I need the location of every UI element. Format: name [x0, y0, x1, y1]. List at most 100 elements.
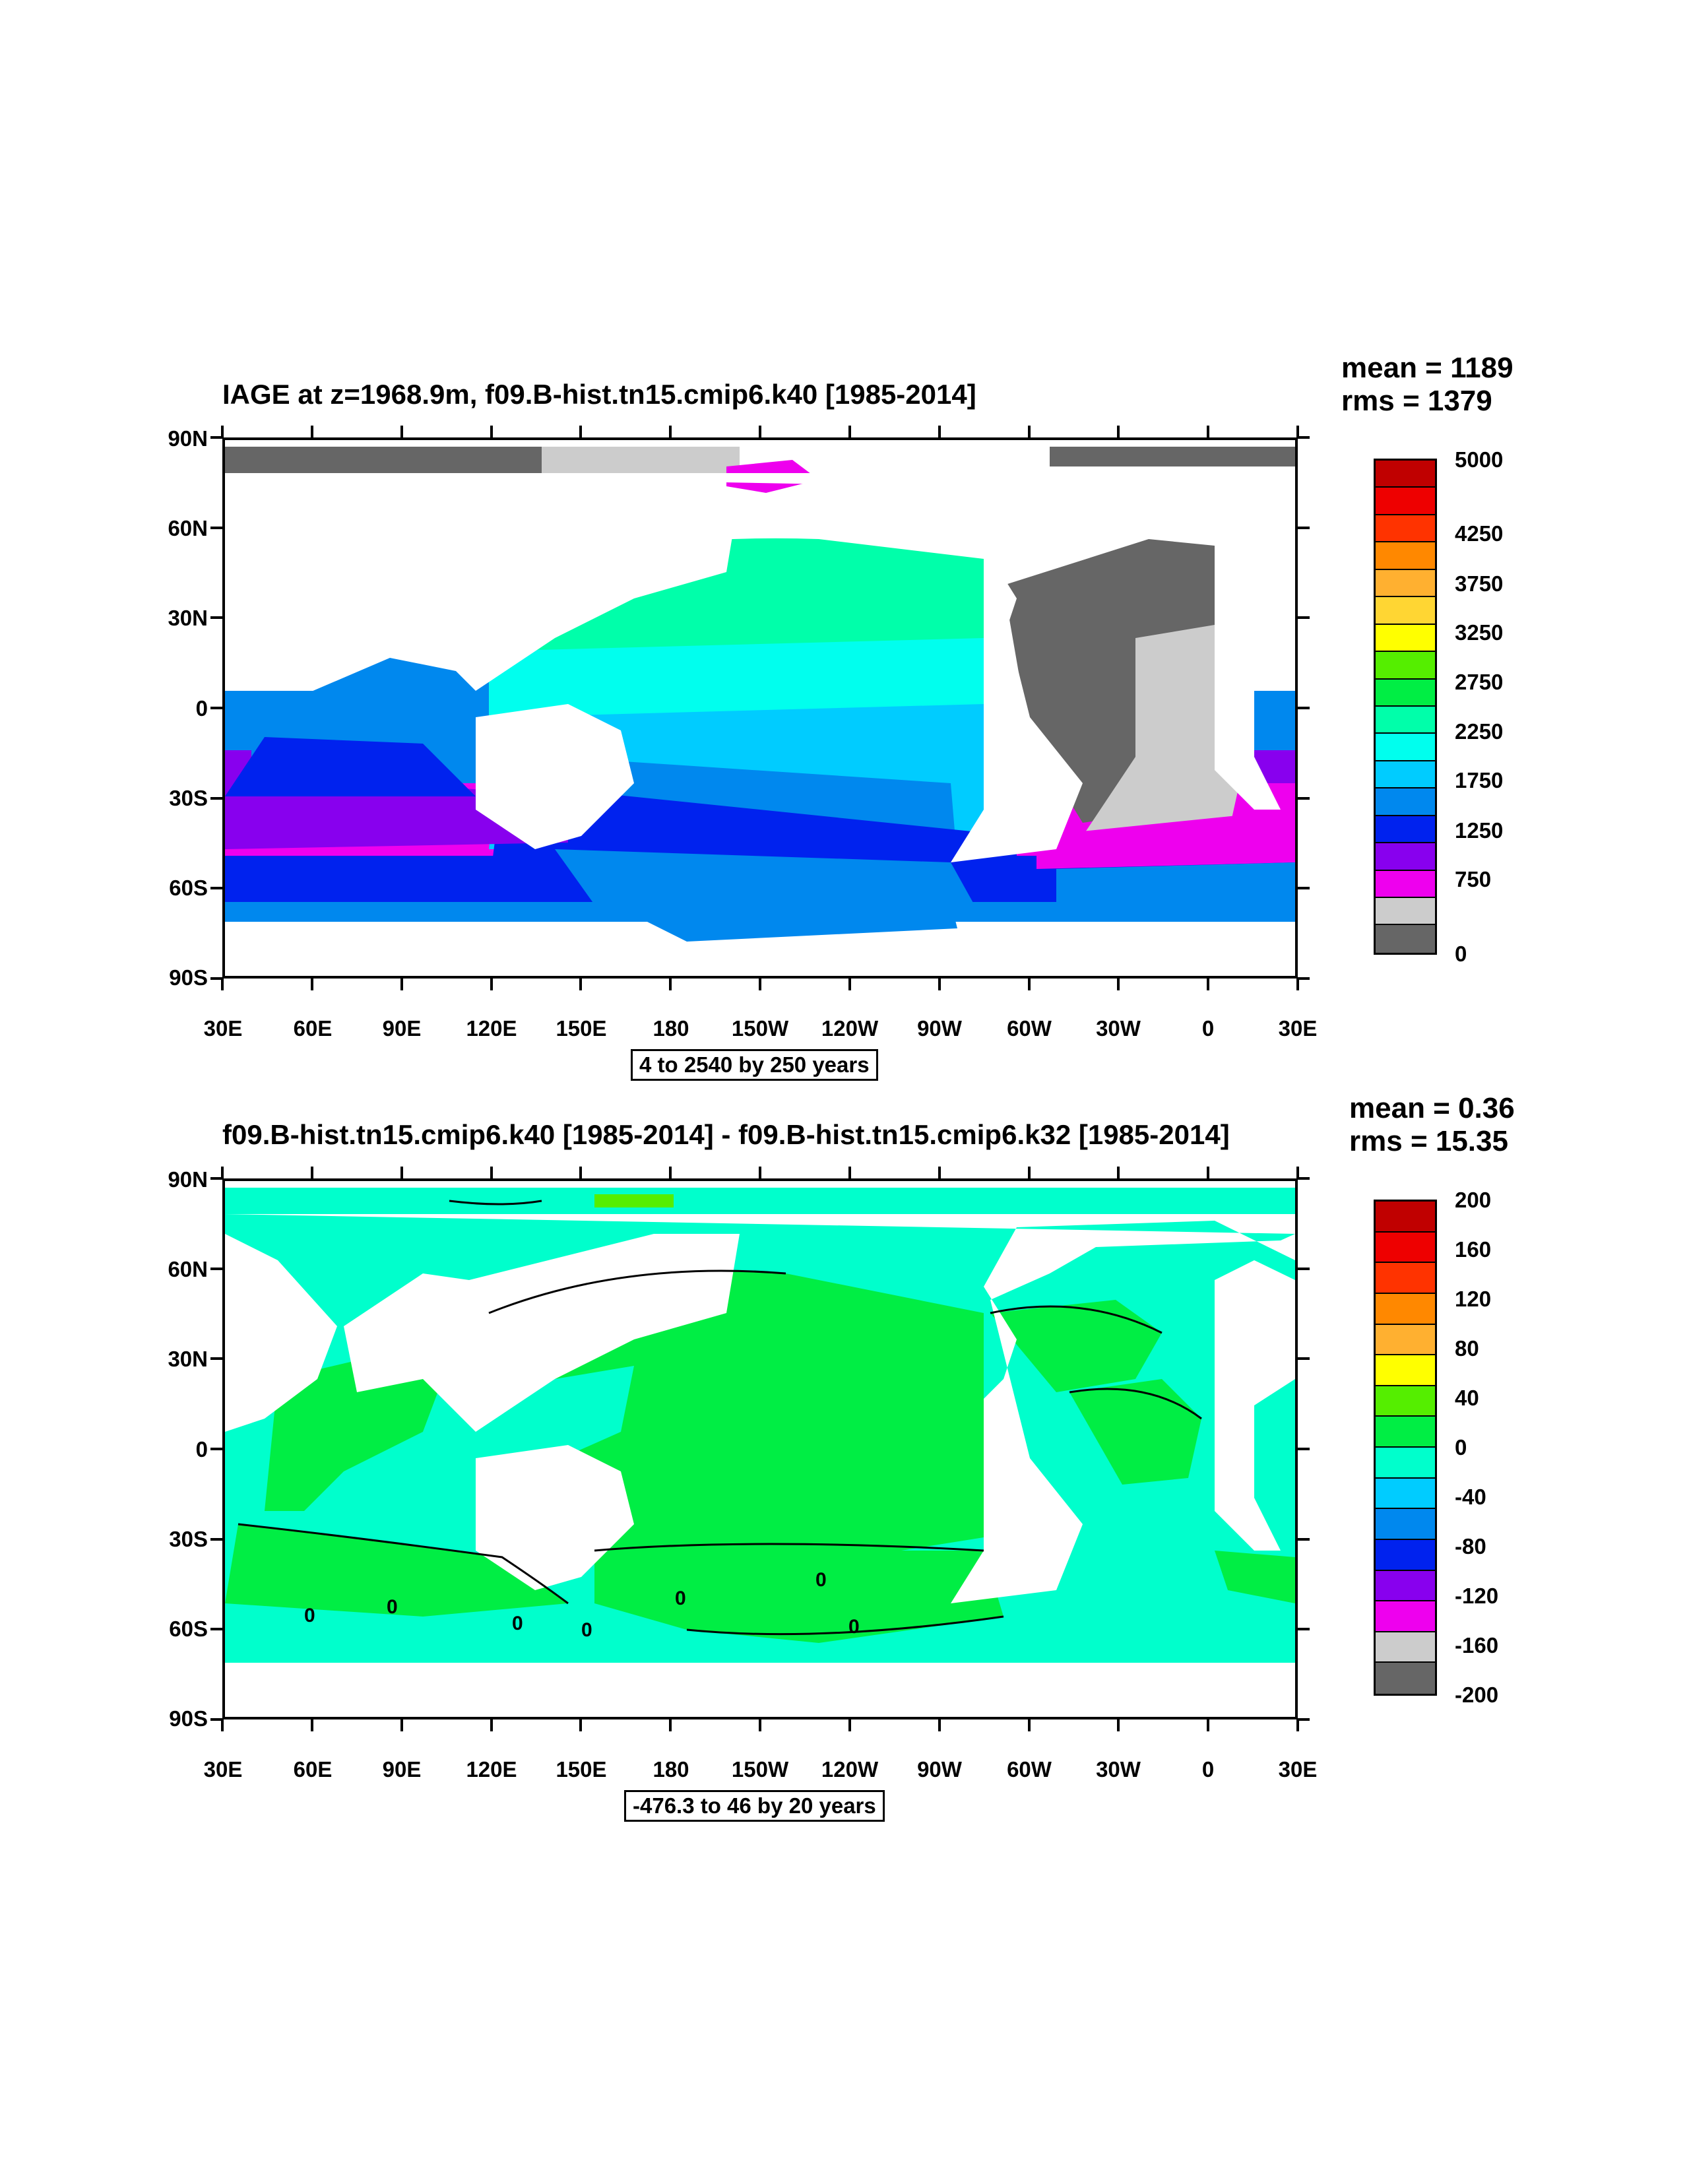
- panel1-lon-label: 60E: [293, 1016, 333, 1041]
- axis-tick: [669, 1167, 672, 1178]
- panel2-zero-contour: [686, 1615, 1004, 1636]
- panel2-atlantic-green: [990, 1300, 1162, 1392]
- panel1-lon-label: 90E: [382, 1016, 422, 1041]
- colorbar-swatch: [1376, 761, 1435, 789]
- panel2-colorbar-label: 120: [1455, 1287, 1492, 1311]
- panel2-colorbar-label: -160: [1455, 1633, 1499, 1657]
- panel1-lon-label: 150E: [556, 1016, 607, 1041]
- panel2-colorbar: [1374, 1200, 1437, 1696]
- panel2-lat-label: 60N: [168, 1257, 208, 1281]
- panel1-land-africa-west: [225, 473, 337, 691]
- axis-tick: [1207, 979, 1210, 990]
- panel2-lat-label: 90S: [169, 1706, 208, 1731]
- panel1-lat-label: 60S: [169, 876, 208, 900]
- colorbar-swatch: [1376, 1324, 1435, 1356]
- panel1-rms: rms = 1379: [1341, 385, 1492, 417]
- colorbar-swatch: [1376, 1293, 1435, 1325]
- panel1-arctic-gray-east: [1050, 447, 1295, 466]
- colorbar-swatch: [1376, 1509, 1435, 1540]
- panel1-lon-label: 120W: [821, 1016, 879, 1041]
- panel2-lon-label: 180: [653, 1757, 689, 1782]
- panel2-lat-label: 30N: [168, 1347, 208, 1371]
- colorbar-swatch: [1376, 816, 1435, 844]
- axis-tick: [1117, 426, 1120, 437]
- panel2-lon-label: 120W: [821, 1757, 879, 1782]
- axis-tick: [669, 426, 672, 437]
- axis-tick: [1296, 1167, 1299, 1178]
- axis-tick: [669, 979, 672, 990]
- panel2-south-atlantic-green: [1069, 1379, 1201, 1485]
- colorbar-swatch: [1376, 1355, 1435, 1386]
- axis-tick: [210, 1448, 222, 1450]
- panel2-zero-contour: [1069, 1388, 1202, 1420]
- panel1-land-australia: [476, 704, 634, 849]
- panel1-lat-label: 60N: [168, 516, 208, 540]
- axis-tick: [938, 979, 941, 990]
- colorbar-swatch: [1376, 898, 1435, 926]
- colorbar-swatch: [1376, 1539, 1435, 1571]
- colorbar-swatch: [1376, 925, 1435, 953]
- panel1-colorbar-label: 3250: [1455, 620, 1504, 645]
- colorbar-swatch: [1376, 788, 1435, 816]
- panel1-lon-label: 90W: [917, 1016, 962, 1041]
- axis-tick: [310, 979, 313, 990]
- panel1-colorbar-label: 2250: [1455, 719, 1504, 744]
- colorbar-swatch: [1376, 706, 1435, 734]
- panel1-arctic-lightgray: [542, 447, 740, 473]
- colorbar-swatch: [1376, 843, 1435, 871]
- panel1-south-atlantic-lightgray: [1083, 625, 1254, 836]
- axis-tick: [848, 1719, 851, 1731]
- axis-tick: [1298, 1448, 1310, 1450]
- panel2-map: 0 0 0 0 0 0 0: [222, 1178, 1298, 1719]
- panel2-south-indian-green: [225, 1524, 568, 1617]
- axis-tick: [848, 979, 851, 990]
- colorbar-swatch: [1376, 870, 1435, 898]
- panel1-land-americas: [225, 473, 1295, 862]
- axis-tick: [1298, 1357, 1310, 1361]
- axis-tick: [210, 1628, 222, 1631]
- axis-tick: [490, 1719, 493, 1731]
- colorbar-swatch: [1376, 652, 1435, 680]
- colorbar-swatch: [1376, 734, 1435, 761]
- axis-tick: [310, 1719, 313, 1731]
- panel2-zero-contour: [449, 1200, 542, 1205]
- axis-tick: [1207, 1719, 1210, 1731]
- panel1-arctic-gray: [225, 447, 542, 473]
- panel2-contour-label: 0: [304, 1605, 315, 1626]
- colorbar-swatch: [1376, 624, 1435, 653]
- panel2-lon-label: 150E: [556, 1757, 607, 1782]
- panel1-lat-label: 0: [195, 696, 208, 721]
- panel2-colorbar-label: 80: [1455, 1336, 1479, 1361]
- panel2-lon-label: 90E: [382, 1757, 422, 1782]
- axis-tick: [210, 1718, 222, 1721]
- axis-tick: [221, 426, 224, 437]
- axis-tick: [1117, 1167, 1120, 1178]
- panel1-lon-label: 150W: [731, 1016, 789, 1041]
- panel2-lon-label: 150W: [731, 1757, 789, 1782]
- axis-tick: [759, 1719, 761, 1731]
- axis-tick: [490, 1167, 493, 1178]
- panel2-lon-label: 60E: [293, 1757, 333, 1782]
- axis-tick: [400, 426, 403, 437]
- axis-tick: [579, 979, 583, 990]
- axis-tick: [1207, 1167, 1210, 1178]
- panel2-land-americas: [225, 1214, 1295, 1603]
- panel2-lon-label: 120E: [466, 1757, 517, 1782]
- panel2-lon-label: 60W: [1007, 1757, 1052, 1782]
- colorbar-swatch: [1376, 542, 1435, 570]
- panel1-colorbar-label: 0: [1455, 942, 1467, 966]
- panel2-contour-label: 0: [512, 1613, 523, 1634]
- panel2-contour-info: -476.3 to 46 by 20 years: [624, 1790, 885, 1822]
- axis-tick: [759, 979, 761, 990]
- axis-tick: [400, 1167, 403, 1178]
- colorbar-swatch: [1376, 1601, 1435, 1632]
- panel2-colorbar-label: 0: [1455, 1435, 1467, 1460]
- axis-tick: [1027, 979, 1031, 990]
- axis-tick: [1298, 887, 1310, 890]
- panel2-colorbar-label: 200: [1455, 1188, 1492, 1212]
- axis-tick: [1027, 1719, 1031, 1731]
- panel1-lon-label: 60W: [1007, 1016, 1052, 1041]
- panel2-colorbar-label: 40: [1455, 1386, 1479, 1410]
- panel2-lon-label: 30W: [1096, 1757, 1141, 1782]
- panel2-contour-label: 0: [387, 1596, 398, 1618]
